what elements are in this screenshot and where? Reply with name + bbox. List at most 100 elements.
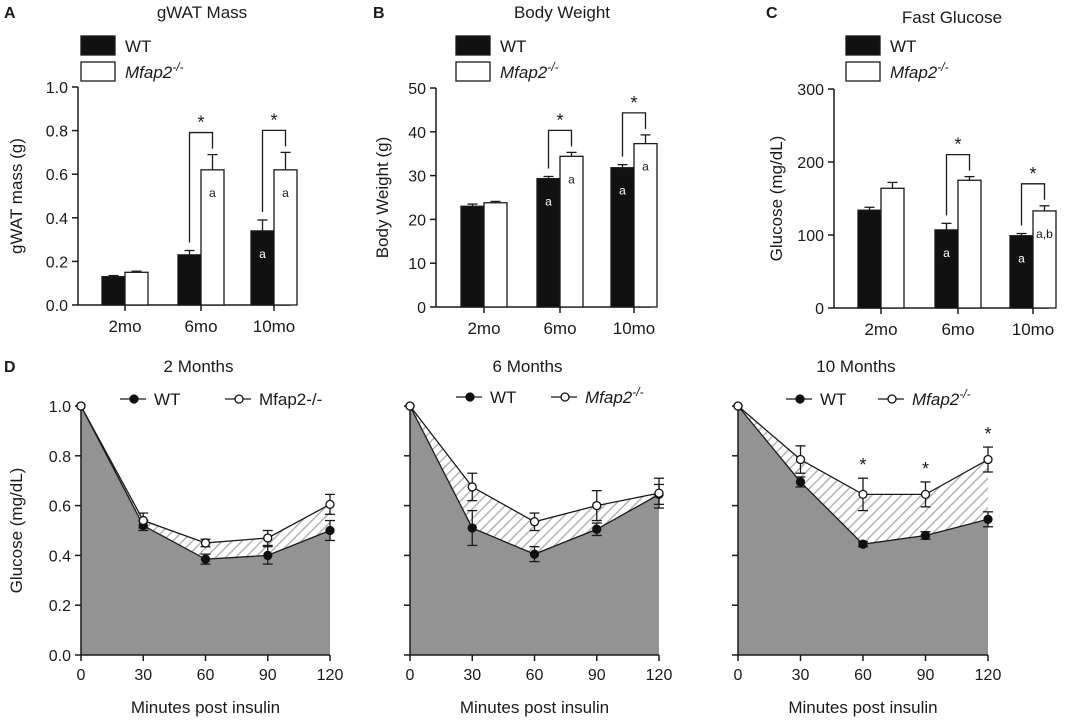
y-tick-label: 0.2	[49, 598, 71, 615]
category-label: 10mo	[1012, 320, 1055, 339]
legend-label-wt: WT	[490, 388, 516, 407]
legend-marker-wt	[129, 394, 139, 404]
y-tick-label: 40	[408, 125, 426, 142]
area-under-wt	[81, 406, 330, 655]
y-axis-label: Glucose (mg/dL)	[767, 136, 786, 262]
significance-star: *	[984, 424, 991, 444]
bar-ko	[633, 142, 658, 308]
x-tick-label: 30	[463, 667, 481, 684]
chart-title: Fast Glucose	[902, 8, 1002, 27]
y-tick-label: 0	[815, 301, 824, 318]
x-tick-label: 60	[526, 667, 544, 684]
legend-label-wt: WT	[820, 390, 846, 409]
x-tick-label: 0	[734, 667, 743, 684]
bar-annotation: a	[209, 186, 216, 200]
legend-label-ko: Mfap2-/-	[125, 60, 184, 82]
hatched-difference-area	[738, 406, 988, 545]
legend-swatch-ko	[845, 61, 881, 82]
legend-marker-ko	[234, 394, 244, 404]
x-tick-label: 120	[975, 667, 1002, 684]
category-label: 6mo	[184, 317, 217, 336]
category-label: 6mo	[543, 319, 576, 338]
x-tick-label: 30	[792, 667, 810, 684]
y-tick-label: 0.4	[49, 548, 71, 565]
x-axis-label: Minutes post insulin	[131, 698, 280, 717]
legend-swatch-ko	[80, 61, 116, 82]
legend-label-ko: Mfap2-/-	[500, 60, 559, 82]
significance-star: *	[630, 93, 637, 113]
point-ko	[405, 401, 415, 411]
y-tick-label: 50	[408, 81, 426, 98]
bar-wt	[101, 276, 126, 306]
y-tick-label: 0	[417, 300, 426, 317]
legend-swatch-ko	[455, 61, 491, 82]
x-tick-label: 0	[406, 667, 415, 684]
legend-label-wt: WT	[500, 37, 526, 56]
bar-ko	[957, 179, 982, 309]
x-tick-label: 120	[317, 667, 344, 684]
x-tick-label: 0	[77, 667, 86, 684]
y-tick-label: 1.0	[46, 80, 68, 97]
bar-wt	[934, 229, 959, 309]
area-under-wt	[410, 406, 659, 655]
x-tick-label: 90	[259, 667, 277, 684]
legend-label-wt: WT	[154, 390, 180, 409]
significance-bracket	[261, 129, 287, 212]
significance-bracket	[188, 131, 214, 243]
significance-star: *	[859, 455, 866, 475]
y-axis-label: gWAT mass (g)	[7, 138, 26, 254]
bar-annotation: a,b	[1036, 227, 1053, 241]
bar-annotation: a	[1018, 252, 1025, 266]
legend-marker-ko	[560, 392, 570, 402]
y-tick-label: 0.2	[46, 254, 68, 271]
point-ko	[733, 401, 743, 411]
chart-title: gWAT Mass	[157, 3, 247, 22]
significance-star: *	[270, 110, 277, 130]
y-tick-label: 300	[797, 82, 824, 99]
x-tick-label: 90	[917, 667, 935, 684]
bar-ko	[1032, 210, 1057, 309]
significance-star: *	[954, 135, 961, 155]
legend-marker-ko	[887, 394, 897, 404]
legend-swatch-wt	[455, 35, 491, 56]
panel-letter: D	[4, 359, 16, 376]
y-axis-label: Glucose (mg/dL)	[7, 468, 26, 594]
y-tick-label: 1.0	[49, 399, 71, 416]
point-ko	[76, 401, 86, 411]
category-label: 2mo	[864, 320, 897, 339]
bar-ko	[483, 202, 508, 308]
x-tick-label: 30	[134, 667, 152, 684]
category-label: 6mo	[941, 320, 974, 339]
x-tick-label: 90	[588, 667, 606, 684]
point-wt	[592, 524, 602, 534]
legend-label-wt: WT	[125, 37, 151, 56]
legend-label-ko: Mfap2-/-	[259, 390, 322, 409]
point-ko	[654, 488, 664, 498]
legend-label-ko: Mfap2-/-	[912, 387, 971, 409]
legend-swatch-wt	[845, 35, 881, 56]
bar-wt	[857, 209, 882, 309]
point-wt	[325, 525, 335, 536]
legend-swatch-wt	[80, 35, 116, 56]
y-tick-label: 0.0	[49, 648, 71, 665]
point-wt	[529, 549, 540, 559]
bar-annotation: a	[282, 186, 289, 200]
chart-title: Body Weight	[514, 3, 610, 22]
significance-star: *	[556, 110, 563, 130]
panel-letter: C	[766, 5, 778, 22]
bar-wt	[250, 230, 275, 306]
panel-letter: A	[4, 5, 16, 22]
bar-wt	[177, 254, 202, 306]
y-tick-label: 100	[797, 228, 824, 245]
category-label: 10mo	[613, 319, 656, 338]
point-wt	[983, 514, 993, 524]
category-label: 2mo	[108, 317, 141, 336]
y-tick-label: 30	[408, 169, 426, 186]
point-ko	[325, 499, 335, 510]
legend-label-ko: Mfap2-/-	[890, 60, 949, 82]
bar-annotation: a	[619, 184, 626, 198]
y-tick-label: 0.6	[46, 167, 68, 184]
bar-ko	[273, 169, 298, 306]
point-ko	[529, 517, 540, 527]
significance-star: *	[1029, 164, 1036, 184]
